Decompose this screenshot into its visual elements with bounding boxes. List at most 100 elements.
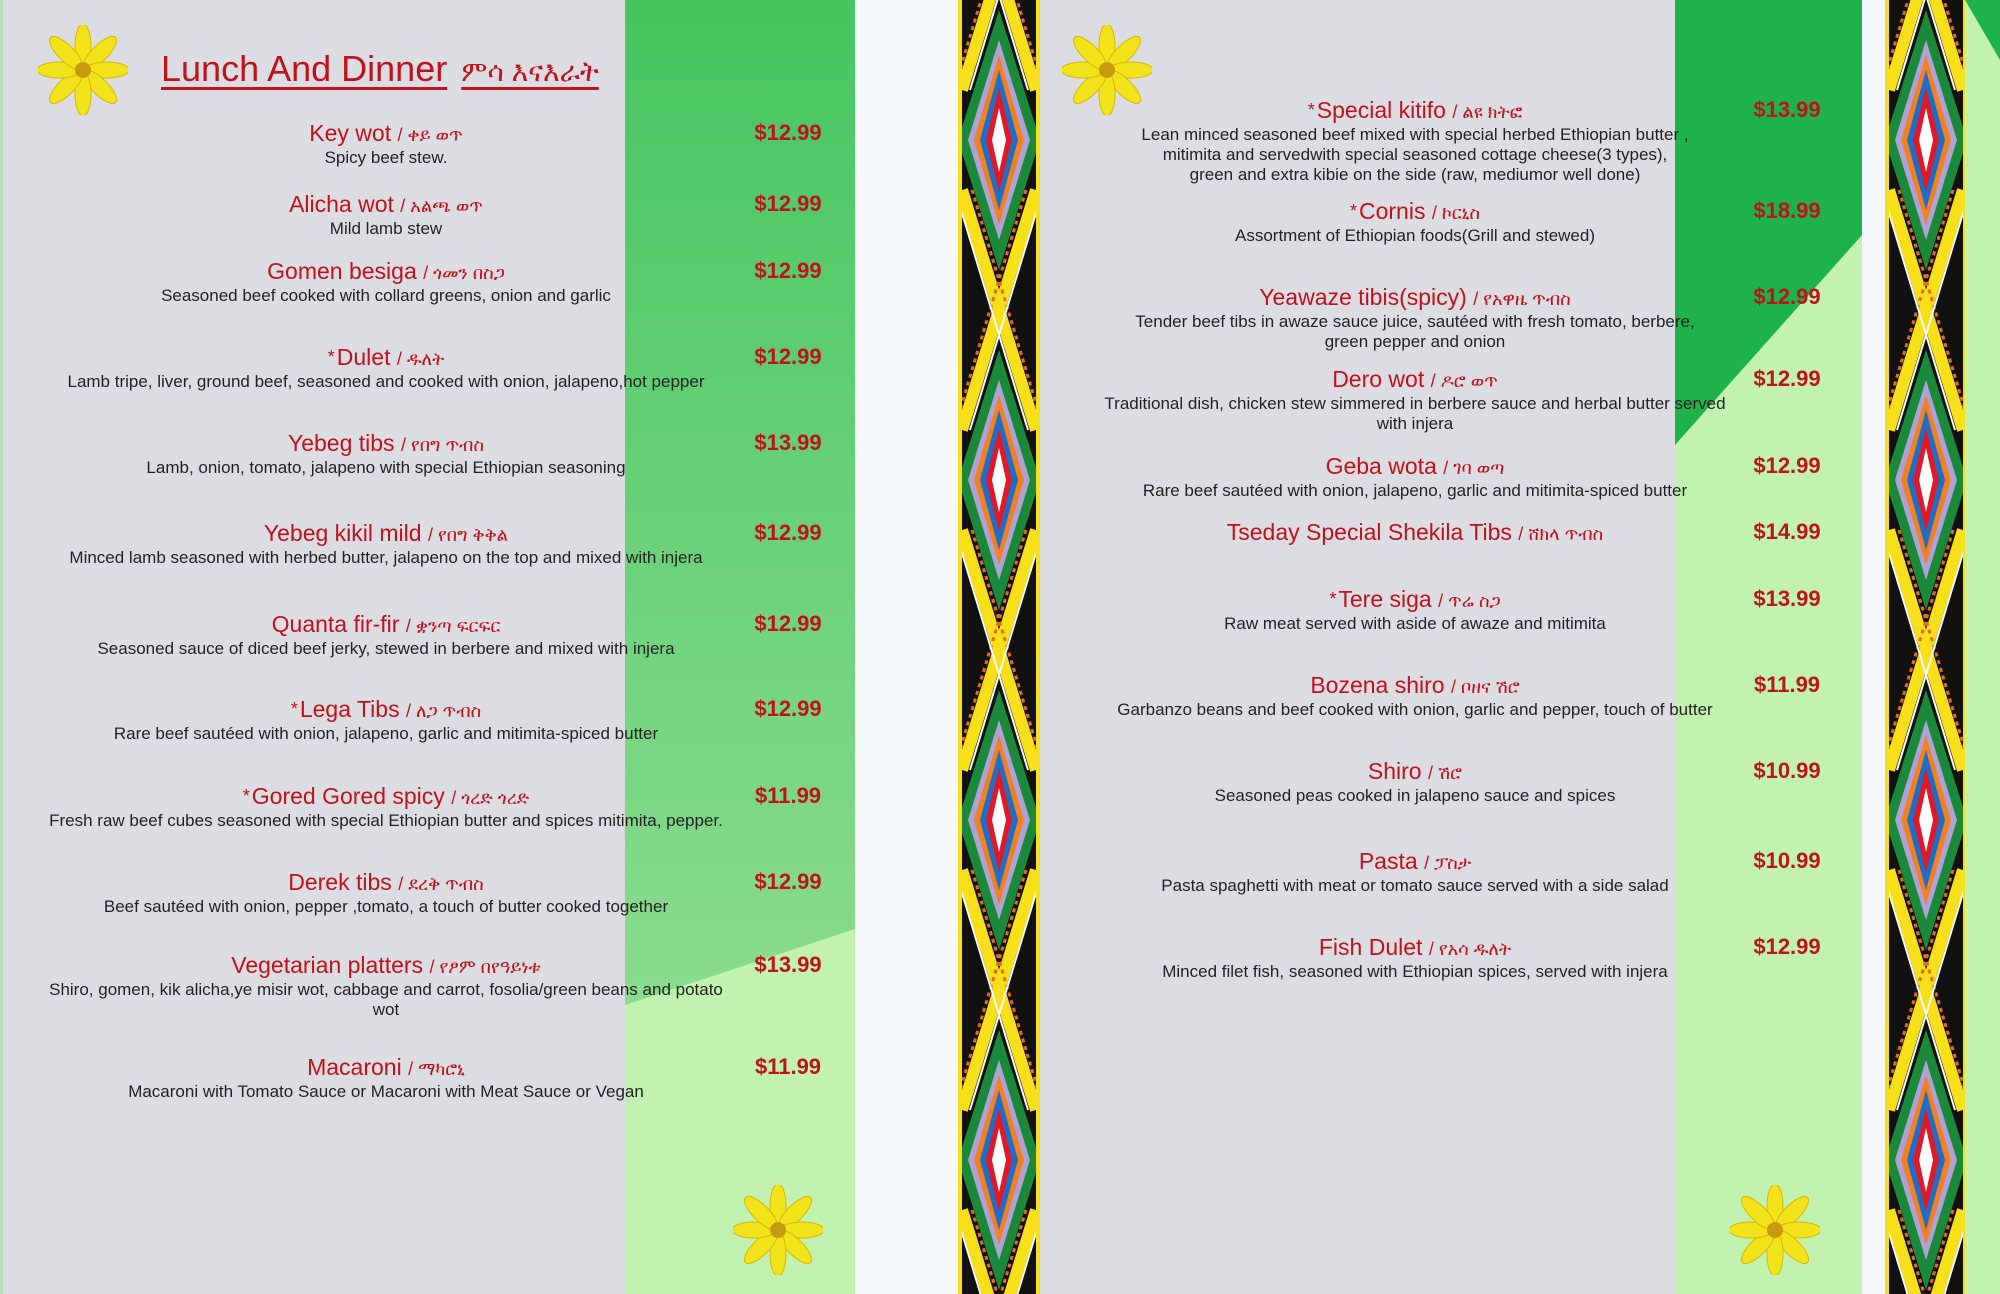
dish-description: Lamb, onion, tomato, jalapeno with speci… xyxy=(146,458,626,477)
menu-item-name: Yebeg kikil mild / የበግ ቅቅል xyxy=(36,520,736,548)
dish-description: Beef sautéed with onion, pepper ,tomato,… xyxy=(103,897,669,916)
yellow-flower-icon xyxy=(1730,1185,1820,1275)
dish-price: $11.99 xyxy=(754,1054,822,1079)
dish-name-amharic: / ጥሬ ስጋ xyxy=(1438,591,1501,611)
dish-name-amharic: / ገባ ወጣ xyxy=(1443,458,1505,478)
dish-price: $12.99 xyxy=(1753,366,1821,391)
dish-name: Gomen besiga xyxy=(267,258,417,284)
dish-name-amharic: / አልጫ ወጥ xyxy=(400,196,483,216)
dish-price: $12.99 xyxy=(754,696,822,721)
dish-description: Seasoned sauce of diced beef jerky, stew… xyxy=(97,639,675,658)
dish-description: Garbanzo beans and beef cooked with onio… xyxy=(1117,700,1713,719)
dish-name: Key wot xyxy=(309,120,392,146)
dish-name-amharic: / ቀይ ወጥ xyxy=(397,125,463,145)
dish-description: Macaroni with Tomato Sauce or Macaroni w… xyxy=(128,1082,644,1101)
dish-price: $13.99 xyxy=(754,430,822,455)
dish-name: Macaroni xyxy=(307,1054,402,1080)
dish-description: Rare beef sautéed with onion, jalapeno, … xyxy=(1142,481,1688,500)
menu-item: Yeawaze tibis(spicy) / የአዋዜ ጥብስ Tender be… xyxy=(1095,284,1735,352)
yellow-flower-icon xyxy=(733,1185,823,1275)
dish-name-amharic: / ለጋ ጥብስ xyxy=(405,701,482,721)
decorative-border-strip xyxy=(1885,0,1967,1294)
dish-name-amharic: / የበግ ቅቅል xyxy=(427,525,509,545)
dish-name: Pasta xyxy=(1358,848,1418,874)
menu-item-name: *Gored Gored spicy / ጎረድ ጎረድ xyxy=(36,783,736,811)
menu-item: *Special kitifo / ልዩ ክትፎ Lean minced seas… xyxy=(1095,97,1735,185)
dish-name-amharic: / ሽሮ xyxy=(1428,763,1463,783)
menu-item-name: Shiro / ሽሮ xyxy=(1095,758,1735,786)
dish-name: Yebeg kikil mild xyxy=(263,520,422,546)
star-marker: * xyxy=(290,699,298,719)
dish-description: Tender beef tibs in awaze sauce juice, s… xyxy=(1135,312,1695,351)
dish-price: $12.99 xyxy=(754,611,822,636)
menu-item: Gomen besiga / ጎመን በስጋ Seasoned beef cook… xyxy=(36,258,736,306)
menu-item-name: Dero wot / ዶሮ ወጥ xyxy=(1095,366,1735,394)
dish-name: Shiro xyxy=(1367,758,1422,784)
dish-name: Alicha wot xyxy=(289,191,394,217)
dish-name: Quanta fir-fir xyxy=(271,611,400,637)
dish-name: Dero wot xyxy=(1332,366,1425,392)
dish-name-amharic: / ጎመን በስጋ xyxy=(423,263,505,283)
menu-item-name: Macaroni / ማካሮኒ xyxy=(36,1054,736,1082)
dish-name-amharic: / የበግ ጥብስ xyxy=(400,435,485,455)
dish-description: Seasoned peas cooked in jalapeno sauce a… xyxy=(1214,786,1616,805)
dish-price: $12.99 xyxy=(754,120,822,145)
title-amharic: ምሳ እናእራት xyxy=(461,56,599,87)
left-page-background xyxy=(625,0,855,1294)
star-marker: * xyxy=(327,347,335,367)
dish-name: Tseday Special Shekila Tibs xyxy=(1226,519,1512,545)
menu-item: *Gored Gored spicy / ጎረድ ጎረድ Fresh raw be… xyxy=(36,783,736,831)
dish-description: Seasoned beef cooked with collard greens… xyxy=(161,286,611,305)
dish-description: Shiro, gomen, kik alicha,ye misir wot, c… xyxy=(49,980,723,1019)
dish-name: Gored Gored spicy xyxy=(251,783,445,809)
dish-description: Spicy beef stew. xyxy=(324,148,448,167)
dish-name: Dulet xyxy=(336,344,391,370)
dish-description: Traditional dish, chicken stew simmered … xyxy=(1104,394,1726,433)
dish-price: $12.99 xyxy=(754,191,822,216)
menu-item-name: Vegetarian platters / የፆም በየዓይነቱ xyxy=(36,952,736,980)
menu-item-name: *Dulet / ዱለት xyxy=(36,344,736,372)
dish-name: Derek tibs xyxy=(288,869,392,895)
dish-description: Minced filet fish, seasoned with Ethiopi… xyxy=(1162,962,1668,981)
dish-name: Lega Tibs xyxy=(299,696,400,722)
dish-name: Geba wota xyxy=(1325,453,1437,479)
menu-item-name: *Special kitifo / ልዩ ክትፎ xyxy=(1095,97,1735,125)
dish-name-amharic: / ደረቅ ጥብስ xyxy=(398,874,484,894)
right-page-background xyxy=(1675,0,1862,1294)
dish-name-amharic: / ዶሮ ወጥ xyxy=(1430,371,1498,391)
menu-item: Vegetarian platters / የፆም በየዓይነቱ Shiro, g… xyxy=(36,952,736,1020)
dish-price: $12.99 xyxy=(754,869,822,894)
menu-item: Derek tibs / ደረቅ ጥብስ Beef sautéed with on… xyxy=(36,869,736,917)
yellow-flower-icon xyxy=(38,25,128,115)
dish-price: $12.99 xyxy=(1753,284,1821,309)
star-marker: * xyxy=(1349,201,1357,221)
dish-price: $18.99 xyxy=(1753,198,1821,223)
dish-description: Mild lamb stew xyxy=(329,219,443,238)
dish-price: $12.99 xyxy=(1753,453,1821,478)
menu-item-name: Derek tibs / ደረቅ ጥብስ xyxy=(36,869,736,897)
menu-item-name: Geba wota / ገባ ወጣ xyxy=(1095,453,1735,481)
dish-name-amharic: / ፓስታ xyxy=(1424,853,1472,873)
left-menu-page: Lunch And Dinner ምሳ እናእራት Key wot / ቀይ ወጥ… xyxy=(0,0,855,1294)
menu-item-name: *Cornis / ኮርኒስ xyxy=(1095,198,1735,226)
title-english: Lunch And Dinner xyxy=(161,48,448,89)
menu-item: Pasta / ፓስታ Pasta spaghetti with meat or … xyxy=(1095,848,1735,896)
menu-item-name: *Lega Tibs / ለጋ ጥብስ xyxy=(36,696,736,724)
menu-item: Quanta fir-fir / ቋንጣ ፍርፍር Seasoned sauce … xyxy=(36,611,736,659)
dish-price: $12.99 xyxy=(754,520,822,545)
menu-item-name: Bozena shiro / ቦዘና ሽሮ xyxy=(1095,672,1735,700)
dish-name-amharic: / ዱለት xyxy=(396,349,445,369)
menu-item-name: Yebeg tibs / የበግ ጥብስ xyxy=(36,430,736,458)
dish-description: Lamb tripe, liver, ground beef, seasoned… xyxy=(67,372,705,391)
menu-item: Yebeg tibs / የበግ ጥብስ Lamb, onion, tomato,… xyxy=(36,430,736,478)
menu-item: Geba wota / ገባ ወጣ Rare beef sautéed with … xyxy=(1095,453,1735,501)
dish-price: $13.99 xyxy=(1753,97,1821,122)
menu-item: *Lega Tibs / ለጋ ጥብስ Rare beef sautéed wit… xyxy=(36,696,736,744)
menu-item-name: Pasta / ፓስታ xyxy=(1095,848,1735,876)
dish-name-amharic: / ቋንጣ ፍርፍር xyxy=(405,616,501,636)
menu-item-name: Fish Dulet / የአሳ ዱለት xyxy=(1095,934,1735,962)
menu-item: *Cornis / ኮርኒስ Assortment of Ethiopian fo… xyxy=(1095,198,1735,246)
menu-item: *Tere siga / ጥሬ ስጋ Raw meat served with a… xyxy=(1095,586,1735,634)
menu-item: Tseday Special Shekila Tibs / ሸክላ ጥብስ xyxy=(1095,519,1735,547)
dish-price: $13.99 xyxy=(1753,586,1821,611)
